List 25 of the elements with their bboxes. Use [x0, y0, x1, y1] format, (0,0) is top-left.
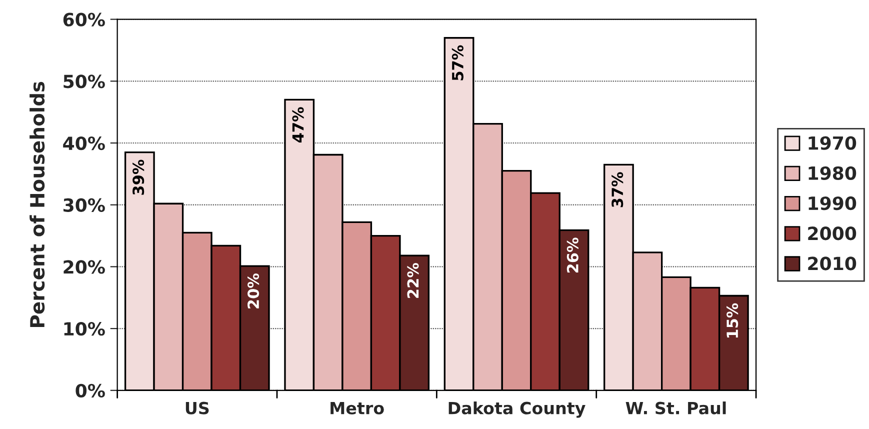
y-axis-title: Percent of Households: [30, 82, 45, 327]
x-tick-label: Dakota County: [448, 402, 586, 418]
data-label: 57%: [452, 45, 464, 80]
y-tick-label: 50%: [64, 74, 105, 88]
y-tick-label: 20%: [64, 260, 105, 274]
y-tick-label: 40%: [63, 136, 105, 150]
y-tick-label: 30%: [64, 198, 105, 212]
y-tick-label: 60%: [63, 12, 105, 26]
data-label: 15%: [726, 303, 738, 338]
y-tick-label: 0%: [76, 384, 105, 398]
legend-label: 1980: [808, 166, 856, 180]
data-label: 47%: [292, 107, 304, 143]
data-label: 20%: [248, 274, 260, 308]
legend-label: 2000: [808, 226, 856, 240]
y-tick-label: 10%: [64, 322, 105, 336]
data-label: 37%: [612, 172, 624, 208]
x-tick-label: Metro: [330, 402, 384, 414]
data-label: 22%: [407, 262, 419, 298]
data-label: 39%: [132, 160, 144, 195]
legend-label: 1970: [808, 136, 856, 150]
x-tick-label: US: [186, 402, 209, 414]
data-label: 26%: [566, 238, 578, 273]
legend-label: 2010: [808, 256, 856, 270]
x-tick-label: W. St. Paul: [626, 402, 726, 414]
legend-label: 1990: [808, 196, 856, 210]
